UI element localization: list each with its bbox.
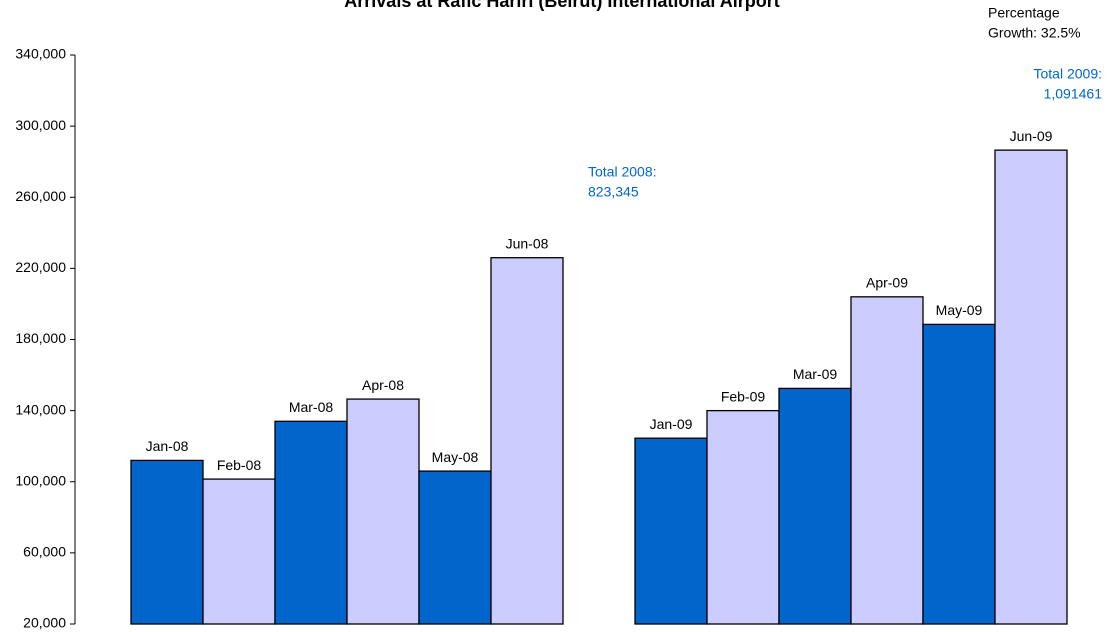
annotation: 823,345 [588,184,639,200]
annotation: Total 2008: [588,164,657,180]
bar [850,296,924,625]
y-tick-label: 140,000 [15,401,66,417]
bar-label: Apr-08 [362,377,404,393]
bar-label: Feb-08 [217,457,262,473]
bar [130,459,204,625]
bar-label: May-08 [432,449,479,465]
bar-label: Jan-09 [650,416,693,432]
annotation: Total 2009: [1034,66,1103,82]
bar [418,470,492,625]
y-tick-label: 260,000 [15,188,66,204]
y-tick-label: 340,000 [15,46,66,62]
bar [994,149,1068,625]
bar-label: May-09 [936,302,983,318]
annotation: Percentage [988,5,1060,21]
bar [634,437,708,625]
bar [706,409,780,625]
y-tick-label: 220,000 [15,259,66,275]
bar [778,387,852,625]
bar [490,257,564,625]
annotation: 1,091461 [1044,86,1103,102]
bar [274,420,348,625]
bar-label: Apr-09 [866,275,908,291]
chart-title: Arrivals at Rafic Hariri (Beirut) Intern… [344,0,779,11]
bar-label: Mar-09 [793,366,838,382]
bar-label: Mar-08 [289,399,334,415]
bar [202,478,276,625]
y-tick-label: 100,000 [15,472,66,488]
y-tick-label: 300,000 [15,117,66,133]
bar-label: Jun-09 [1010,128,1053,144]
y-tick-label: 180,000 [15,330,66,346]
bar-label: Jan-08 [146,438,189,454]
y-tick-label: 20,000 [23,615,66,631]
y-tick-label: 60,000 [23,544,66,560]
bar-label: Feb-09 [721,388,766,404]
bar-label: Jun-08 [506,235,549,251]
bar [346,398,420,625]
bar [922,323,996,625]
annotation: Growth: 32.5% [988,25,1081,41]
